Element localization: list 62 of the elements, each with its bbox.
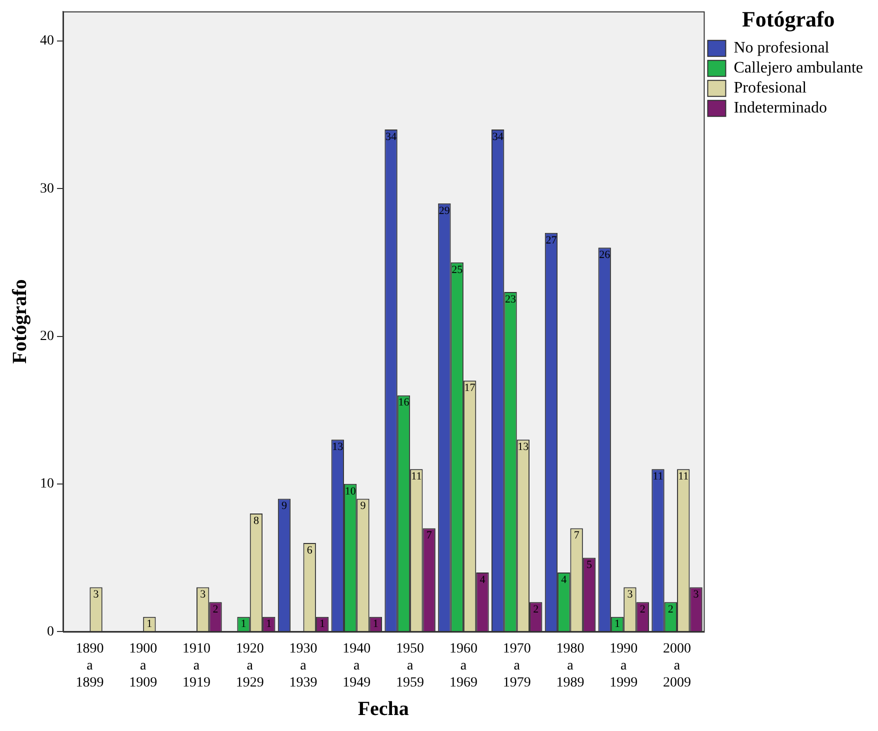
data-label: 1 [240,618,246,630]
x-tick-label: 1920 a 1929 [236,642,264,690]
data-label: 1 [614,618,620,630]
data-label: 13 [518,441,530,454]
data-label: 26 [599,249,611,262]
data-label: 17 [464,382,476,394]
data-label: 4 [561,574,568,586]
x-tick-label: 1900 a 1909 [129,642,158,690]
x-tick-label: 1940 a 1949 [342,642,371,690]
data-label: 1 [320,618,326,630]
data-label: 11 [411,470,422,483]
data-label: 2 [668,603,674,616]
data-label: 1 [266,618,272,630]
legend-label: Callejero ambulante [734,60,863,77]
data-label: 5 [586,559,593,572]
data-label: 11 [678,470,689,483]
data-label: 8 [253,514,260,527]
legend-label: No profesional [734,40,830,57]
legend-label: Indeterminado [734,100,828,117]
y-tick-label: 10 [40,476,54,492]
data-label: 3 [693,588,700,601]
x-tick-label: 1910 a 1919 [182,642,210,690]
x-tick-label: 1930 a 1939 [289,642,318,690]
x-tick-label: 1990 a 1999 [610,642,638,690]
data-label: 16 [398,396,410,409]
y-tick-label: 20 [40,328,54,344]
data-label: 6 [306,544,313,556]
data-label: 4 [480,574,486,586]
data-label: 3 [200,588,206,601]
data-label: 34 [386,130,398,143]
x-tick-label: 1960 a 1969 [449,642,478,690]
legend-title: Fotógrafo [742,6,835,32]
data-label: 11 [652,470,664,483]
data-label: 10 [344,485,356,498]
data-label: 3 [93,588,100,601]
x-tick-label: 2000 a 2009 [663,642,692,690]
data-label: 25 [452,264,464,276]
data-label: 1 [146,618,152,630]
data-label: 27 [546,234,558,246]
data-label: 7 [574,530,580,542]
data-label: 23 [505,293,516,306]
data-label: 3 [627,588,634,601]
data-label: 7 [426,530,432,542]
data-label: 34 [492,130,504,143]
data-label: 1 [372,618,378,630]
y-tick-label: 30 [40,181,54,196]
data-label: 2 [533,603,539,616]
x-tick-label: 1890 a 1899 [76,642,104,690]
data-label: 9 [360,500,366,512]
y-axis-title: Fotógrafo [9,279,32,364]
data-label: 2 [212,603,218,616]
legend-label: Profesional [734,80,808,97]
data-label: 29 [438,204,450,217]
x-tick-label: 1970 a 1979 [502,642,531,690]
x-tick-label: 1950 a 1959 [396,642,424,690]
x-axis-title: Fecha [358,698,409,720]
data-label: 2 [640,603,646,616]
y-tick-label: 40 [40,34,54,49]
data-label: 9 [282,500,288,512]
x-tick-label: 1980 a 1989 [556,642,584,690]
data-label: 13 [332,441,344,454]
y-tick-label: 0 [47,624,54,640]
